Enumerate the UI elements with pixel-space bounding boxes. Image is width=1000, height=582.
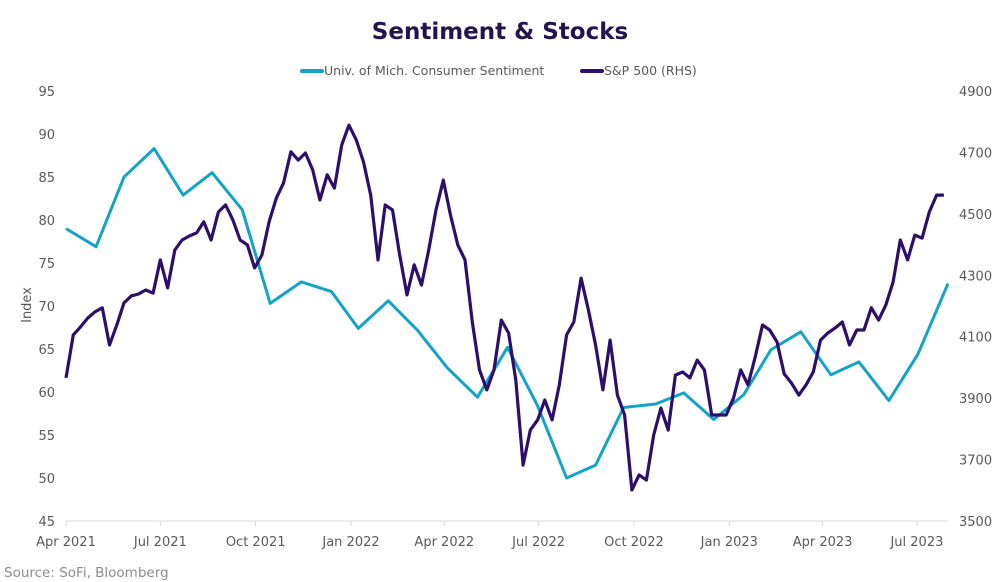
x-tick-label: Jul 2021 <box>133 535 187 550</box>
y-right-tick-label: 3700 <box>959 454 992 469</box>
y-left-tick-label: 80 <box>38 214 55 229</box>
x-tick-label: Jan 2023 <box>700 535 758 550</box>
y-axis-right: 4900 4700 4500 4300 4100 3900 3700 3500 <box>959 85 992 530</box>
y-left-tick-label: 50 <box>38 472 55 487</box>
chart-title: Sentiment & Stocks <box>372 19 628 45</box>
x-tick-label: Jul 2023 <box>889 535 943 550</box>
y-left-tick-label: 90 <box>38 128 55 143</box>
y-left-tick-label: 65 <box>38 343 55 358</box>
y-right-tick-label: 4700 <box>959 146 992 161</box>
y-right-tick-label: 4500 <box>959 208 992 223</box>
x-tick-label: Apr 2021 <box>36 535 96 550</box>
y-left-tick-label: 60 <box>38 386 55 401</box>
y-right-tick-label: 3500 <box>959 515 992 530</box>
y-axis-left-label: Index <box>20 287 35 323</box>
legend: Univ. of Mich. Consumer Sentiment S&P 50… <box>300 63 697 78</box>
x-tick-label: Jul 2022 <box>511 535 565 550</box>
y-right-tick-label: 4900 <box>959 85 992 100</box>
sentiment-line <box>65 147 950 480</box>
y-left-tick-label: 75 <box>38 257 55 272</box>
y-right-tick-label: 4300 <box>959 269 992 284</box>
x-tick-label: Apr 2023 <box>793 535 853 550</box>
y-left-tick-label: 55 <box>38 429 55 444</box>
sp500-line <box>64 123 944 492</box>
y-right-tick-label: 3900 <box>959 392 992 407</box>
y-right-tick-label: 4100 <box>959 331 992 346</box>
x-tick-label: Apr 2022 <box>414 535 474 550</box>
x-axis: Apr 2021 Jul 2021 Oct 2021 Jan 2022 Apr 2022… <box>36 520 948 550</box>
y-axis-left: 95 90 85 80 75 70 65 60 55 50 45 <box>38 85 55 530</box>
x-tick-label: Jan 2022 <box>321 535 379 550</box>
source-note: Source: SoFi, Bloomberg <box>4 565 169 581</box>
y-left-tick-label: 45 <box>38 515 55 530</box>
y-left-tick-label: 70 <box>38 300 55 315</box>
plot-area <box>64 123 950 492</box>
y-left-tick-label: 85 <box>38 171 55 186</box>
series-sentiment <box>65 147 950 480</box>
x-tick-label: Oct 2022 <box>604 535 664 550</box>
legend-label-sp500: S&P 500 (RHS) <box>604 63 697 78</box>
series-sp500 <box>64 123 944 492</box>
legend-label-sentiment: Univ. of Mich. Consumer Sentiment <box>324 63 544 78</box>
y-left-tick-label: 95 <box>38 85 55 100</box>
x-tick-label: Oct 2021 <box>226 535 286 550</box>
